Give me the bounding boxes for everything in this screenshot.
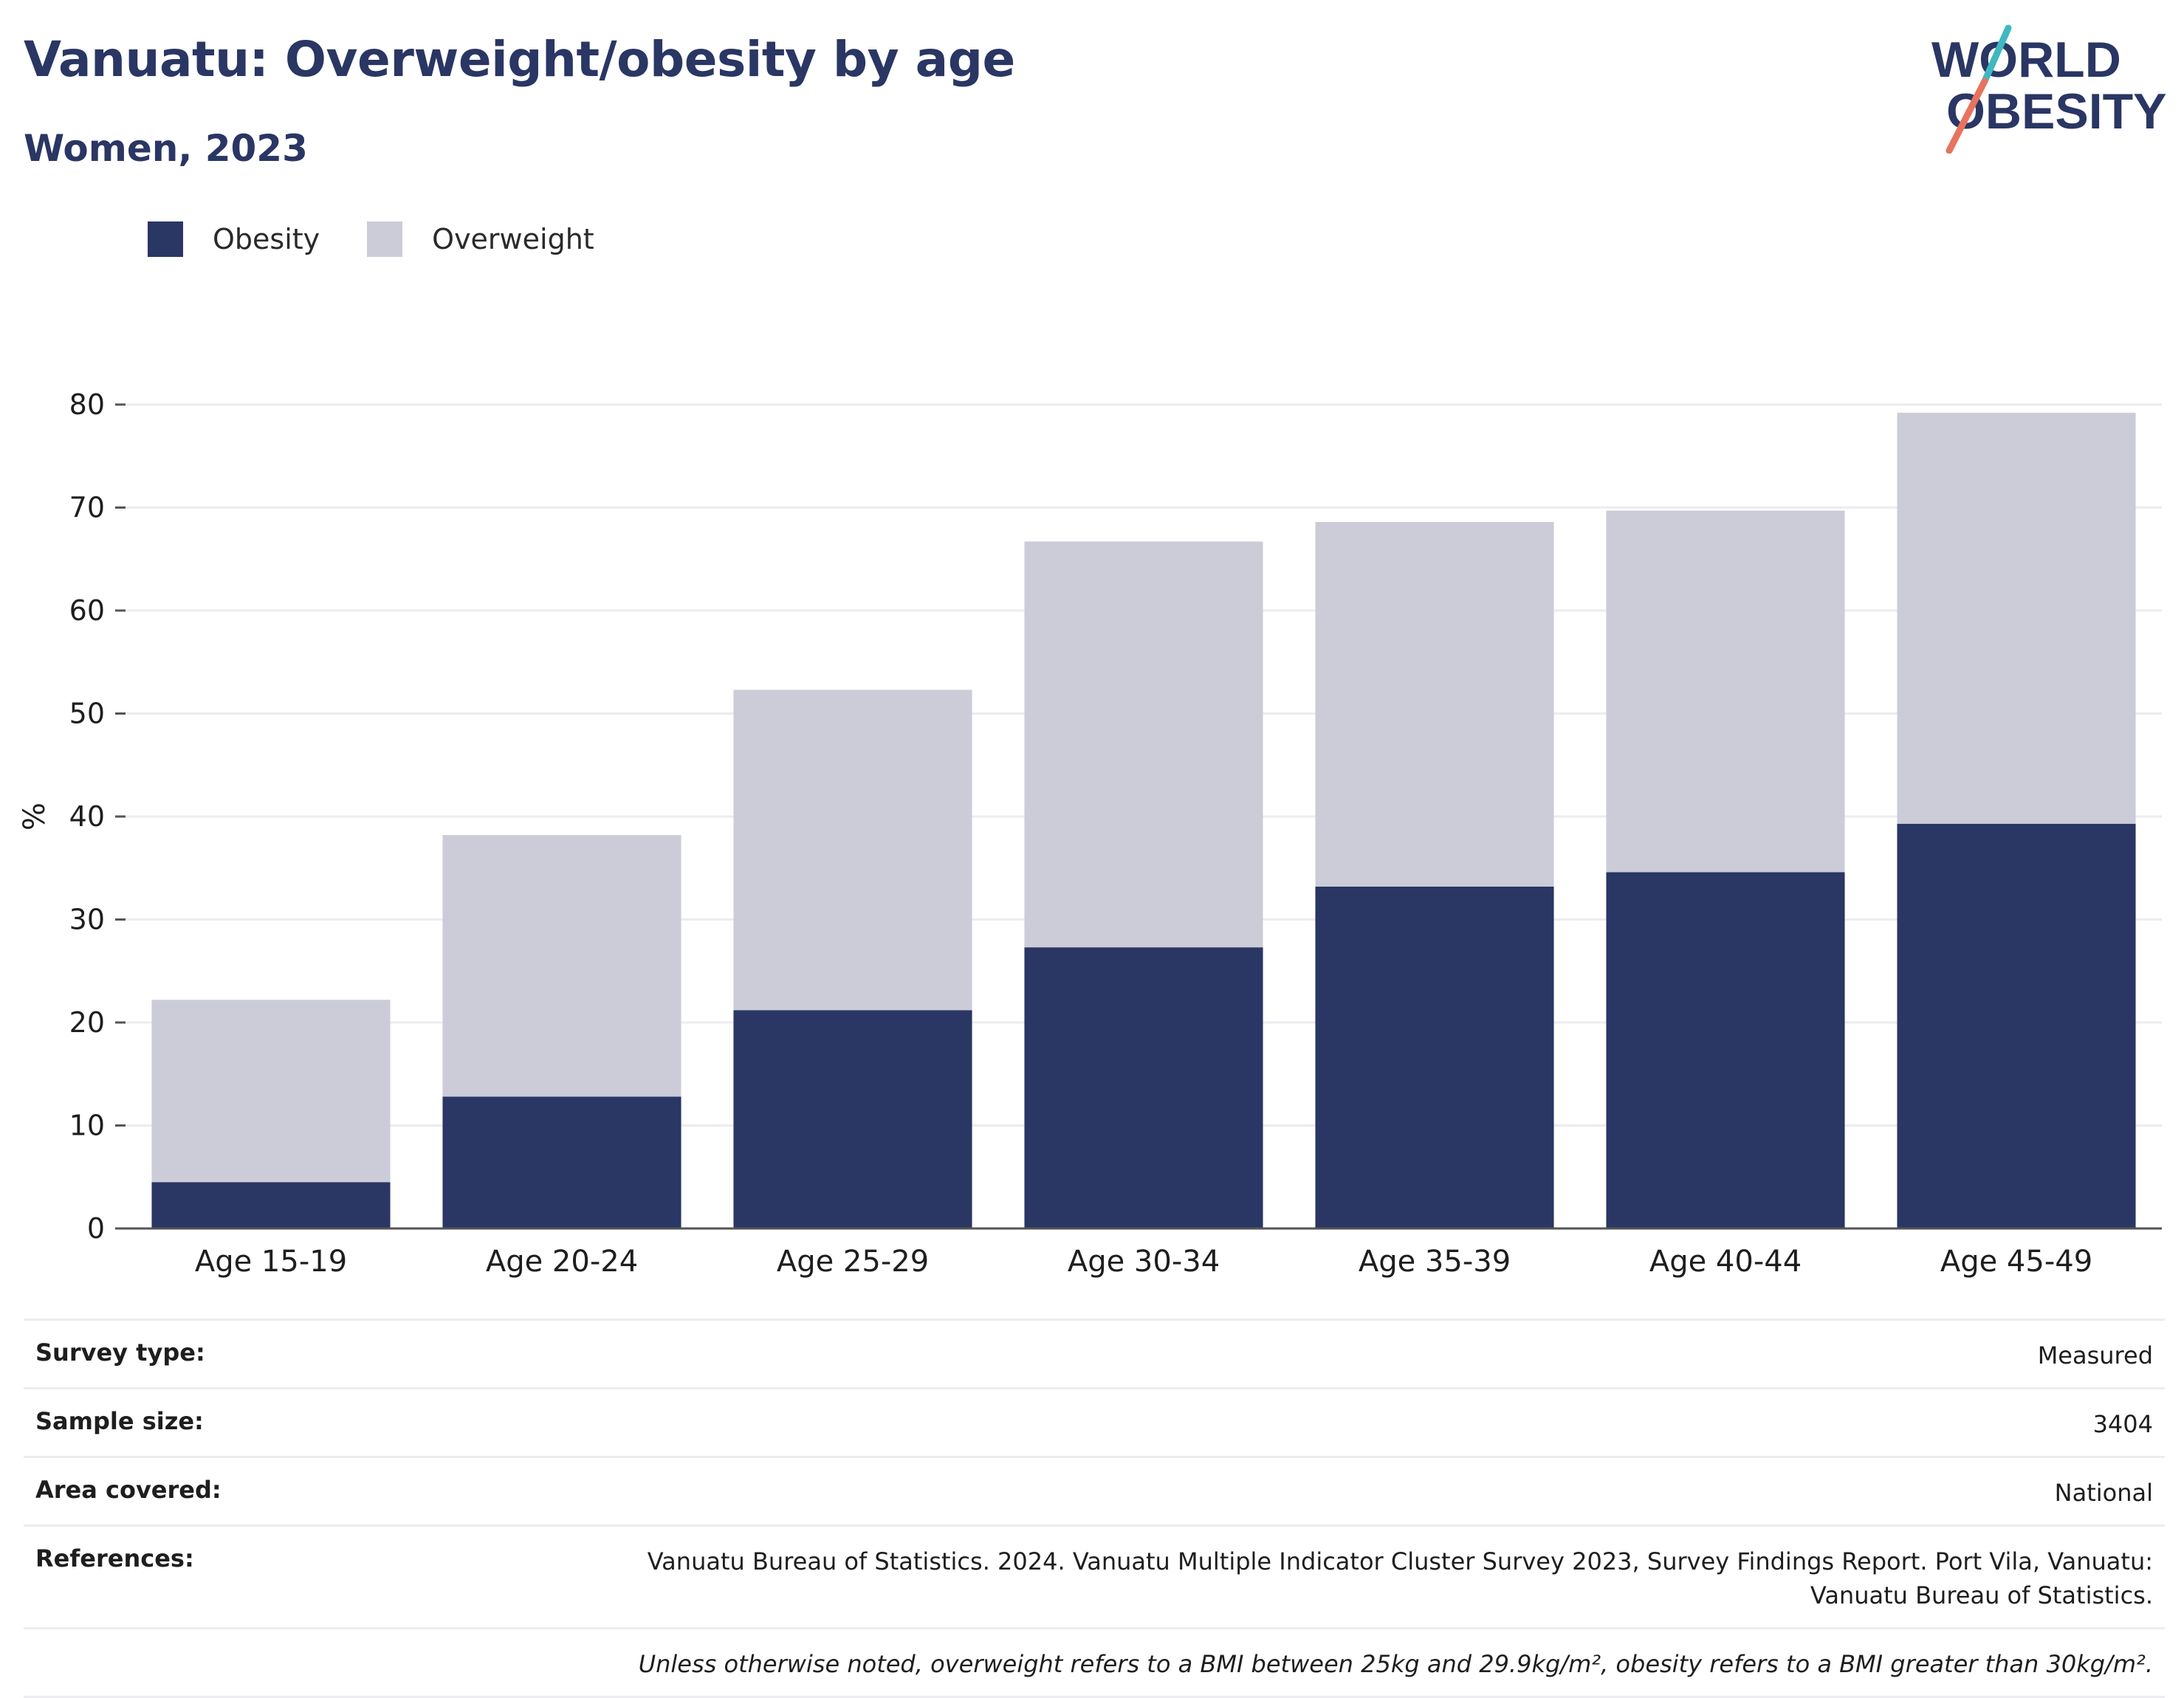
bar-overweight-3 xyxy=(733,690,972,1011)
legend-label-overweight: Overweight xyxy=(432,223,594,255)
bar-overweight-2 xyxy=(442,835,681,1097)
y-tick-label-40: 40 xyxy=(69,800,105,833)
x-tick-label-4: Age 30-34 xyxy=(1068,1245,1220,1279)
y-tick-label-70: 70 xyxy=(69,492,105,524)
bar-overweight-5 xyxy=(1315,522,1554,887)
meta-row-sample-size: Sample size: 3404 xyxy=(24,1387,2165,1456)
meta-value-survey-type: Measured xyxy=(2037,1341,2153,1369)
y-tick-label-0: 0 xyxy=(87,1212,105,1245)
page-subtitle: Women, 2023 xyxy=(24,127,308,170)
y-tick-label-20: 20 xyxy=(69,1006,105,1039)
meta-value-sample-size: 3404 xyxy=(2092,1410,2153,1438)
meta-row-survey-type: Survey type: Measured xyxy=(24,1319,2165,1387)
meta-row-area-covered: Area covered: National xyxy=(24,1456,2165,1525)
x-tick-label-7: Age 45-49 xyxy=(1940,1245,2092,1279)
y-tick-label-10: 10 xyxy=(69,1110,105,1142)
bar-overweight-4 xyxy=(1024,541,1263,948)
meta-row-definition-note: Unless otherwise noted, overweight refer… xyxy=(24,1627,2165,1698)
meta-value-area-covered: National xyxy=(2054,1479,2153,1507)
chart-axes: 0 10 20 30 40 50 60 70 80 Age 15-19 Age 20-24 Age 2… xyxy=(69,388,2162,1279)
meta-value-references: Vanuatu Bureau of Statistics. 2024. Vanu… xyxy=(647,1547,2153,1609)
survey-info-table: Survey type: Measured Sample size: 3404 … xyxy=(24,1319,2165,1698)
world-obesity-logo: WORLD OBESITY xyxy=(1931,24,2167,154)
bar-overweight-1 xyxy=(151,1000,391,1183)
y-tick-label-50: 50 xyxy=(69,698,105,730)
meta-row-references: References: Vanuatu Bureau of Statistics… xyxy=(24,1525,2165,1627)
legend-item-obesity[interactable]: Obesity xyxy=(148,221,320,257)
bar-obesity-4 xyxy=(1024,947,1263,1228)
bar-obesity-3 xyxy=(733,1010,972,1228)
legend-swatch-overweight xyxy=(367,221,403,257)
meta-key-references: References: xyxy=(35,1544,194,1572)
logo-word-obesity: OBESITY xyxy=(1946,83,2167,140)
bar-obesity-6 xyxy=(1606,872,1845,1228)
page-title: Vanuatu: Overweight/obesity by age xyxy=(24,31,1015,88)
meta-key-survey-type: Survey type: xyxy=(35,1338,205,1367)
y-tick-label-60: 60 xyxy=(69,594,105,627)
x-tick-label-2: Age 20-24 xyxy=(486,1245,638,1279)
meta-key-area-covered: Area covered: xyxy=(35,1476,222,1504)
x-tick-label-1: Age 15-19 xyxy=(195,1245,347,1279)
y-axis-label: % xyxy=(18,802,52,831)
chart-legend: Obesity Overweight xyxy=(148,219,642,260)
meta-key-sample-size: Sample size: xyxy=(35,1407,204,1435)
legend-swatch-obesity xyxy=(148,221,183,257)
bar-obesity-5 xyxy=(1315,886,1554,1228)
bar-obesity-2 xyxy=(442,1096,681,1228)
logo-slash-bottom xyxy=(1946,78,1988,154)
x-tick-label-6: Age 40-44 xyxy=(1649,1245,1802,1279)
bar-obesity-7 xyxy=(1897,823,2136,1228)
logo-word-world: WORLD xyxy=(1931,32,2121,88)
definition-note: Unless otherwise noted, overweight refer… xyxy=(638,1650,2153,1678)
legend-item-overweight[interactable]: Overweight xyxy=(367,221,594,257)
legend-label-obesity: Obesity xyxy=(213,223,320,255)
chart-bars xyxy=(151,413,2136,1228)
y-tick-label-80: 80 xyxy=(69,388,105,421)
logo-slash-top xyxy=(1981,24,2012,85)
x-tick-label-3: Age 25-29 xyxy=(777,1245,929,1279)
bar-chart: 0 10 20 30 40 50 60 70 80 Age 15-19 Age 20-24 Age 2… xyxy=(18,388,2162,1279)
bar-obesity-1 xyxy=(151,1182,391,1228)
x-tick-label-5: Age 35-39 xyxy=(1359,1245,1511,1279)
bar-overweight-7 xyxy=(1897,413,2136,824)
bar-overweight-6 xyxy=(1606,510,1845,873)
y-tick-label-30: 30 xyxy=(69,904,105,936)
